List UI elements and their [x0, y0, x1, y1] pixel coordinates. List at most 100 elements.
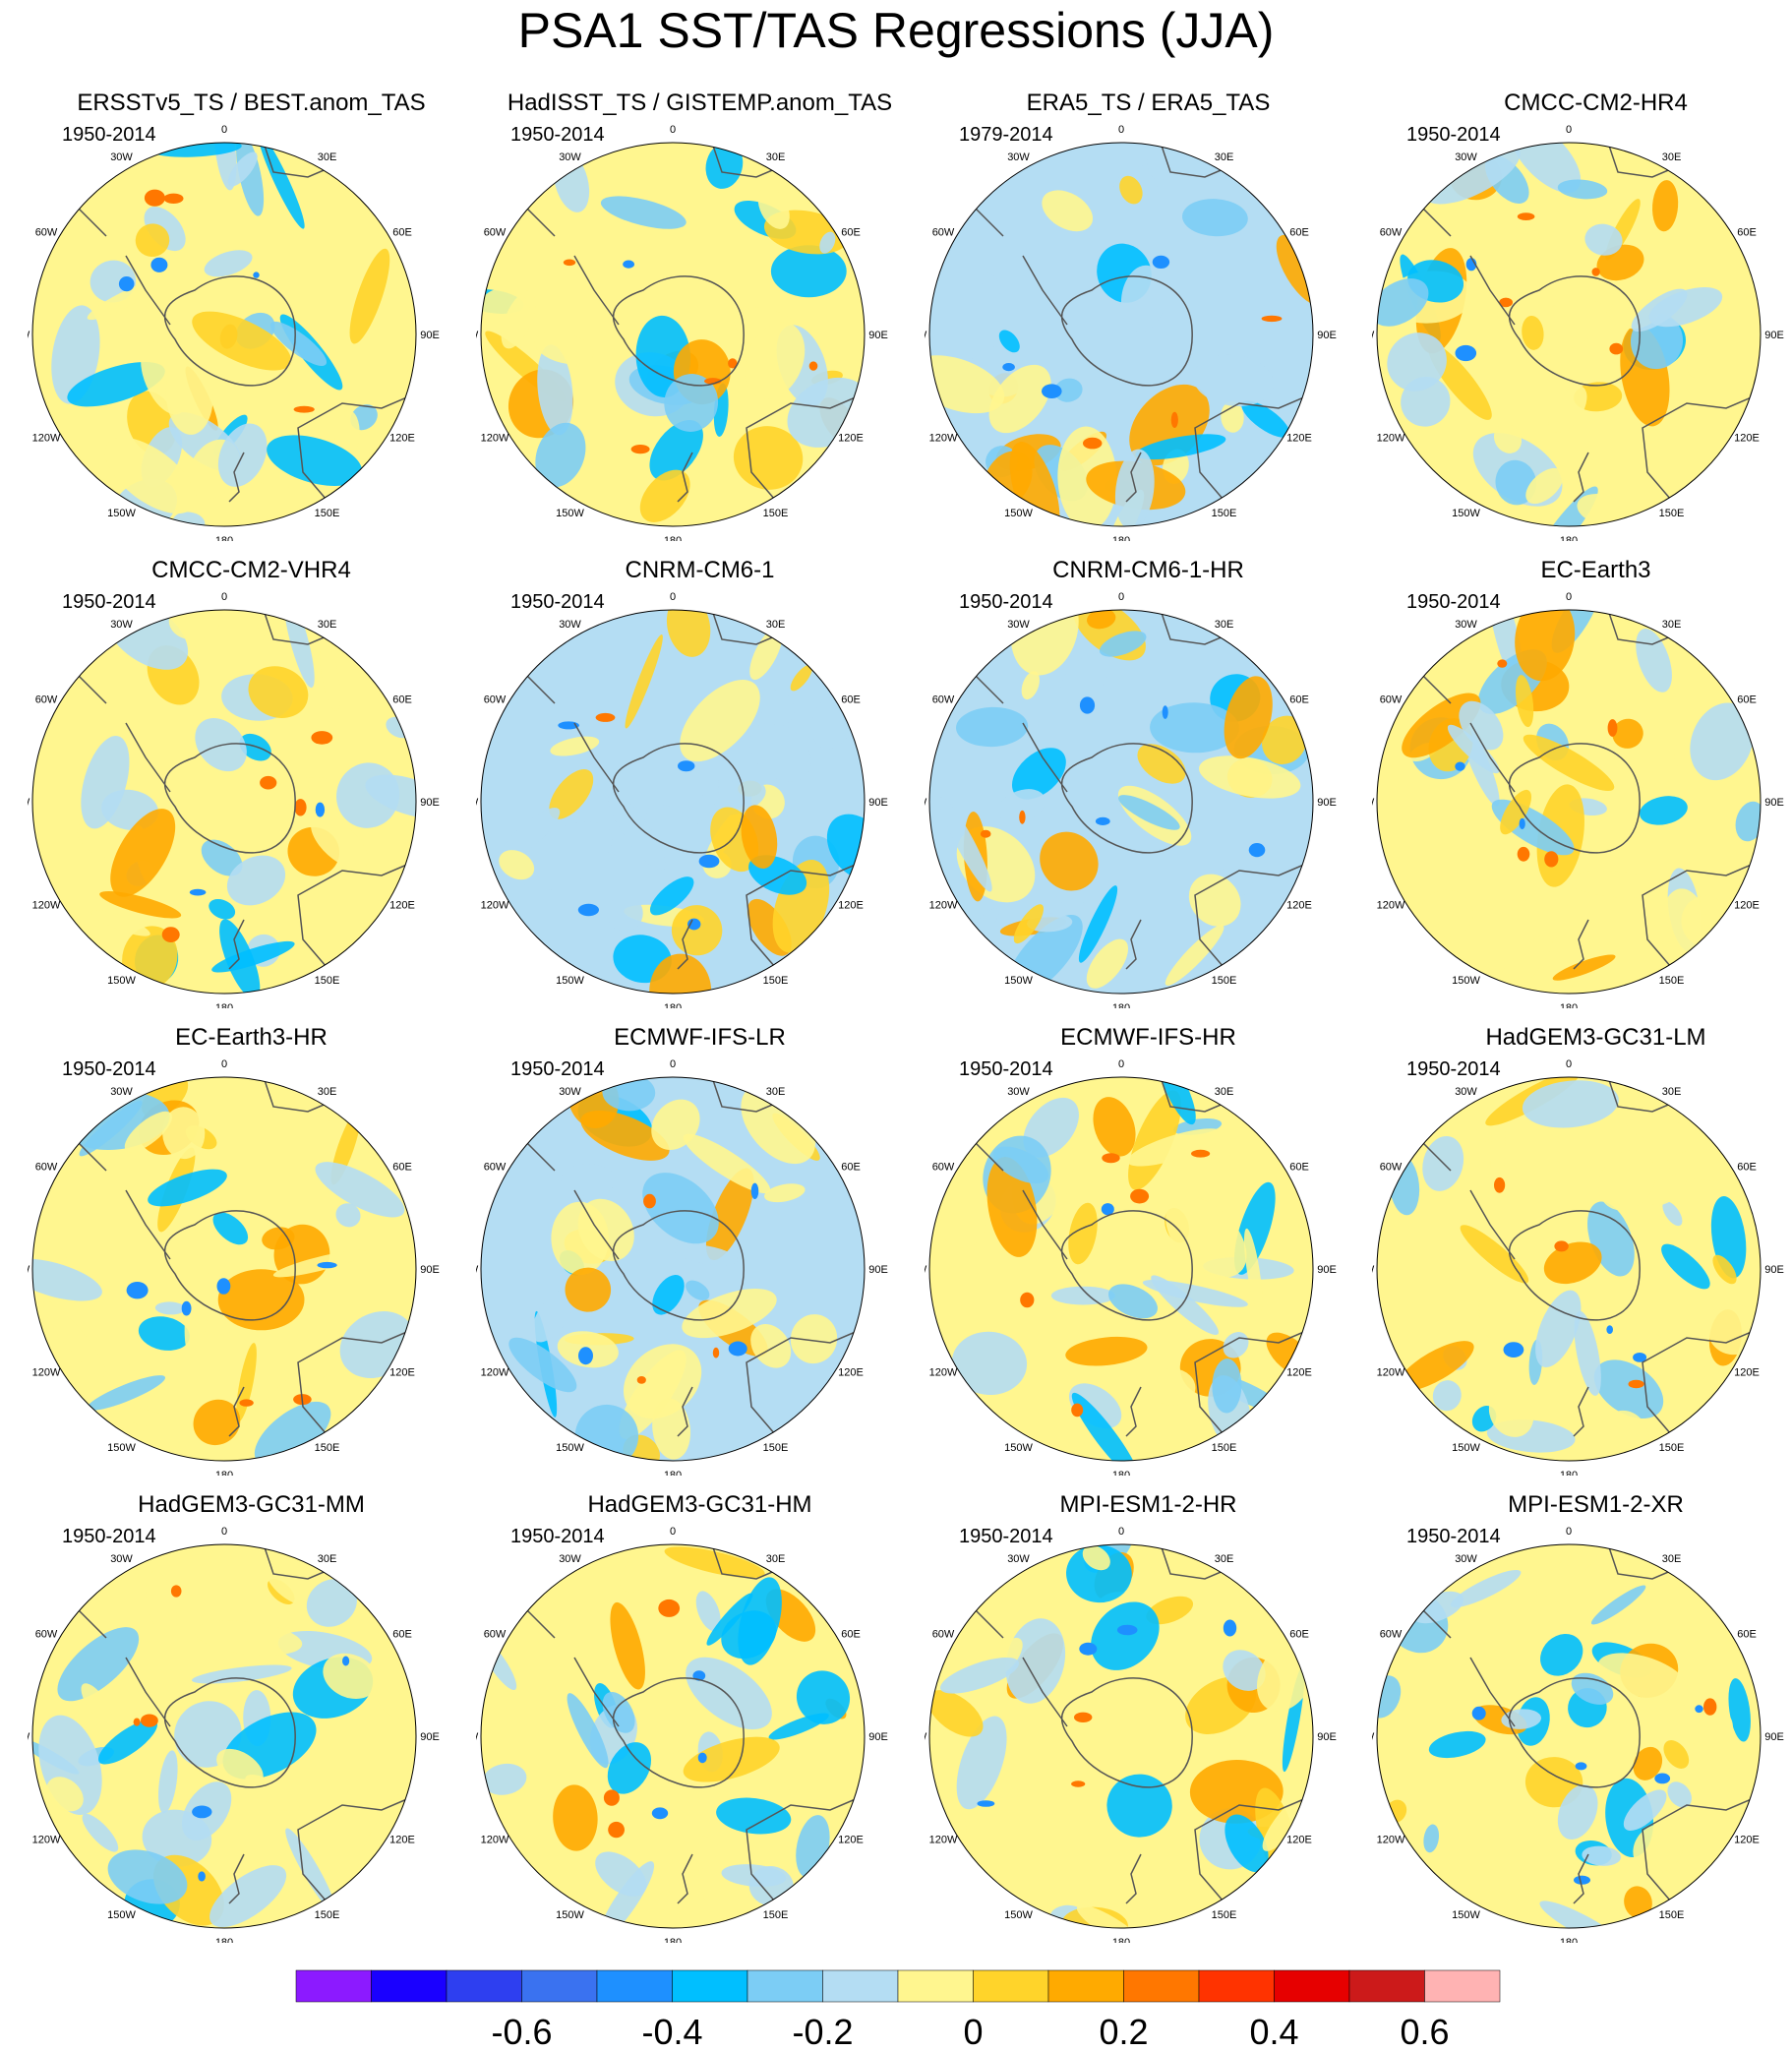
- anomaly-patch: [1515, 610, 1576, 682]
- anomaly-patch: [649, 876, 694, 916]
- anomaly-patch: [1223, 1650, 1266, 1691]
- map-panel: CMCC-CM2-VHR4 1950-2014 0 180 30W 60W 90W 120W 1…: [28, 556, 475, 1008]
- anomaly-patch: [652, 1398, 691, 1460]
- anomaly-patch: [311, 815, 369, 870]
- longitude-label: 90E: [1317, 1731, 1337, 1743]
- anomaly-patch: [1663, 1740, 1690, 1769]
- map-panel: ERSSTv5_TS / BEST.anom_TAS 1950-2014 0 180 3…: [28, 89, 475, 541]
- anomaly-patch: [823, 1734, 863, 1812]
- longitude-label: 60W: [484, 227, 507, 239]
- longitude-label: 0: [1566, 124, 1572, 136]
- antarctica-coastline: [1061, 1677, 1193, 1788]
- panel-period: 1979-2014: [959, 124, 1053, 146]
- longitude-label: 150E: [315, 975, 340, 987]
- anomaly-patch: [757, 187, 790, 229]
- anomaly-patch: [209, 1865, 287, 1928]
- colorbar-tick-label: 0.6: [1400, 2012, 1450, 2052]
- longitude-label: 120E: [838, 900, 864, 912]
- map-panel: HadGEM3-GC31-HM 1950-2014 0 180 30W 60W 90W 120…: [476, 1490, 924, 1943]
- anomaly-spot: [698, 854, 720, 869]
- map-border: [1376, 1543, 1762, 1929]
- longitude-label: 90W: [476, 797, 479, 809]
- longitude-label: 60E: [841, 1162, 861, 1174]
- anomaly-patch: [1159, 1077, 1196, 1125]
- anomaly-patch: [1086, 938, 1129, 989]
- anomaly-spot: [1074, 1712, 1093, 1722]
- anomaly-patch: [1397, 1341, 1474, 1392]
- anomaly-patch: [770, 245, 847, 298]
- longitude-label: 60W: [1380, 1629, 1403, 1641]
- anomaly-spot: [1102, 1153, 1120, 1164]
- longitude-label: 90E: [868, 1731, 888, 1743]
- map-border: [31, 609, 417, 995]
- anomaly-patch: [625, 634, 663, 729]
- longitude-label: 90E: [1764, 1731, 1784, 1743]
- longitude-label: 60W: [932, 694, 955, 706]
- anomaly-patch: [245, 1774, 300, 1812]
- longitude-label: 120W: [1377, 900, 1405, 912]
- anomaly-patch: [1539, 1901, 1626, 1928]
- map-border: [1376, 609, 1762, 995]
- new-zealand-coastline: [228, 1386, 245, 1437]
- longitude-label: 180: [664, 535, 682, 541]
- map-panel: HadGEM3-GC31-LM 1950-2014 0 180 30W 60W 90W 120…: [1372, 1023, 1792, 1476]
- longitude-label: 60W: [1380, 694, 1403, 706]
- longitude-label: 180: [215, 1470, 233, 1476]
- longitude-label: 180: [1112, 535, 1130, 541]
- anomaly-patch: [269, 321, 328, 366]
- anomaly-patch: [1552, 954, 1616, 981]
- anomaly-patch: [790, 664, 812, 692]
- longitude-label: 30E: [766, 619, 786, 631]
- longitude-label: 0: [1118, 1058, 1124, 1070]
- anomaly-patch: [90, 910, 150, 936]
- longitude-label: 90E: [1764, 1264, 1784, 1276]
- anomaly-patch: [1728, 1678, 1751, 1742]
- anomaly-patch: [1662, 1201, 1683, 1227]
- anomaly-spot: [1519, 817, 1525, 830]
- colorbar-box: [596, 1969, 673, 2003]
- new-zealand-coastline: [1573, 919, 1589, 970]
- anomaly-patch: [1522, 1080, 1619, 1128]
- colorbar-box: [371, 1969, 448, 2003]
- anomaly-spot: [1494, 1177, 1506, 1193]
- polar-map: 0 180 30W 60W 90W 120W 150W 30E 60E 90E 120E 150E: [28, 591, 440, 1008]
- longitude-label: 30W: [559, 1086, 581, 1098]
- longitude-label: 30E: [318, 1086, 337, 1098]
- anomaly-spot: [1042, 384, 1062, 399]
- longitude-label: 150W: [107, 508, 136, 519]
- antarctica-coastline: [1509, 1677, 1641, 1788]
- anomaly-patch: [1135, 434, 1226, 460]
- anomaly-spot: [1544, 851, 1559, 868]
- longitude-label: 90E: [420, 1731, 440, 1743]
- panel-period: 1950-2014: [959, 1058, 1053, 1080]
- anomaly-patch: [138, 1316, 190, 1351]
- anomaly-spot: [1606, 1325, 1613, 1334]
- colorbar-tick-label: -0.2: [792, 2012, 854, 2052]
- longitude-label: 120W: [32, 1835, 61, 1846]
- longitude-label: 150W: [107, 975, 136, 987]
- anomaly-patch: [1224, 676, 1273, 759]
- longitude-label: 180: [1560, 535, 1578, 541]
- longitude-label: 150W: [107, 1442, 136, 1454]
- longitude-label: 30E: [318, 151, 337, 163]
- anomaly-spot: [1554, 1240, 1569, 1252]
- anomaly-spot: [294, 799, 307, 816]
- longitude-label: 150W: [1452, 1909, 1480, 1921]
- anomaly-patch: [1118, 795, 1180, 830]
- anomaly-spot: [1471, 1706, 1486, 1720]
- longitude-label: 30W: [110, 151, 133, 163]
- anomaly-patch: [1011, 748, 1066, 800]
- longitude-label: 60E: [1737, 694, 1757, 706]
- anomaly-patch: [749, 722, 811, 782]
- longitude-label: 150W: [1004, 1442, 1033, 1454]
- anomaly-patch: [227, 151, 258, 187]
- anomaly-patch: [98, 1720, 157, 1765]
- longitude-label: 0: [1118, 1526, 1124, 1538]
- anomaly-patch: [649, 419, 703, 481]
- australia-coastline: [1194, 392, 1313, 508]
- antarctica-coastline: [164, 1677, 296, 1788]
- new-zealand-coastline: [677, 452, 693, 503]
- anomaly-patch: [672, 1836, 719, 1873]
- anomaly-spot: [1455, 761, 1465, 771]
- longitude-label: 90W: [28, 797, 30, 809]
